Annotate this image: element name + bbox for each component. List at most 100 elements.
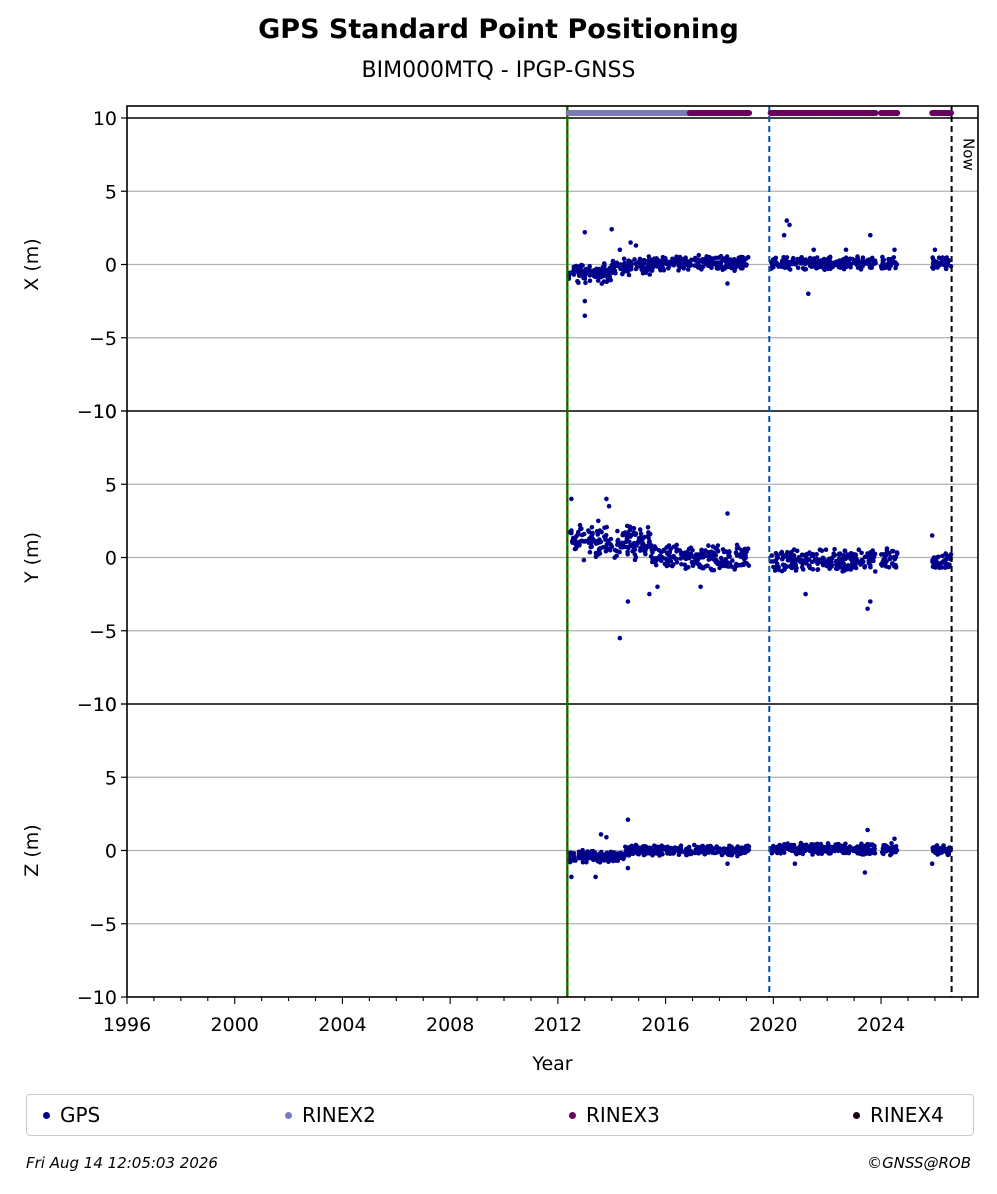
gps-point bbox=[683, 555, 688, 561]
gps-point bbox=[611, 850, 617, 855]
gps-point bbox=[810, 850, 815, 855]
gps-point bbox=[743, 263, 749, 268]
gps-point bbox=[638, 535, 643, 540]
x-tick-label: 2008 bbox=[426, 1014, 474, 1036]
y-axis-label: Z (m) bbox=[21, 824, 43, 876]
gps-point bbox=[708, 260, 714, 266]
gps-point bbox=[794, 548, 800, 554]
gps-point bbox=[837, 843, 843, 848]
gps-point bbox=[657, 853, 662, 858]
gps-outlier-point bbox=[787, 222, 792, 228]
gps-point bbox=[849, 566, 854, 572]
gps-point bbox=[848, 551, 854, 556]
legend-item-gps: GPS bbox=[43, 1103, 100, 1127]
gps-point bbox=[673, 556, 678, 561]
gps-point bbox=[814, 255, 820, 260]
gps-point bbox=[618, 544, 623, 550]
gps-point bbox=[602, 263, 607, 269]
x-tick-label: 2004 bbox=[318, 1014, 366, 1036]
gps-point bbox=[932, 850, 938, 855]
gps-point bbox=[663, 259, 669, 265]
gps-point bbox=[737, 849, 742, 854]
gps-point bbox=[858, 850, 864, 856]
panel-z bbox=[121, 703, 978, 998]
gps-point bbox=[728, 257, 733, 262]
gps-point bbox=[939, 565, 945, 570]
gps-point bbox=[837, 556, 843, 562]
gps-point bbox=[930, 265, 935, 270]
gps-point bbox=[931, 555, 937, 560]
gps-point bbox=[771, 847, 776, 852]
gps-point bbox=[626, 258, 631, 264]
gps-point bbox=[937, 260, 942, 266]
gps-point bbox=[643, 848, 649, 854]
gps-point bbox=[618, 855, 624, 860]
gps-point bbox=[889, 548, 895, 554]
y-tick-label: 10 bbox=[93, 694, 117, 716]
gps-point bbox=[579, 856, 585, 861]
gps-point bbox=[878, 561, 884, 567]
gps-point bbox=[587, 550, 593, 555]
gps-point bbox=[781, 553, 787, 558]
gps-outlier-point bbox=[792, 861, 798, 866]
legend-label-rinex4: RINEX4 bbox=[870, 1103, 944, 1127]
gps-point bbox=[841, 565, 847, 570]
gps-point bbox=[686, 261, 692, 267]
y-tick-label: −10 bbox=[77, 694, 117, 716]
gps-point bbox=[814, 552, 819, 557]
gps-point bbox=[618, 850, 623, 856]
gps-point bbox=[581, 557, 587, 563]
gps-point bbox=[606, 546, 611, 552]
gps-point bbox=[933, 259, 939, 265]
footer-timestamp: Fri Aug 14 12:05:03 2026 bbox=[26, 1154, 218, 1172]
gps-outlier-point bbox=[617, 635, 623, 641]
gps-point bbox=[829, 564, 834, 569]
gps-outlier-point bbox=[606, 503, 612, 509]
gps-point bbox=[836, 263, 841, 268]
gps-point bbox=[835, 848, 841, 854]
gps-point bbox=[888, 852, 893, 858]
gps-point bbox=[943, 565, 948, 570]
gps-point bbox=[633, 531, 639, 536]
gps-point bbox=[703, 564, 709, 569]
gps-point bbox=[635, 263, 640, 269]
gps-point bbox=[743, 551, 748, 557]
gps-point bbox=[730, 558, 735, 563]
gps-point bbox=[930, 564, 936, 570]
gps-point bbox=[632, 257, 637, 262]
gps-point bbox=[638, 545, 643, 551]
panel-y bbox=[121, 410, 978, 705]
gps-point bbox=[708, 552, 713, 557]
gps-point bbox=[646, 254, 652, 259]
gps-point bbox=[708, 566, 714, 572]
y-tick-label: 5 bbox=[105, 767, 117, 789]
gps-point bbox=[638, 531, 644, 536]
gps-point bbox=[713, 553, 719, 558]
gps-point bbox=[873, 569, 878, 574]
gps-point bbox=[618, 262, 623, 267]
gps-outlier-point bbox=[725, 281, 730, 286]
gps-point bbox=[887, 259, 893, 264]
legend-marker-rinex3 bbox=[569, 1111, 576, 1119]
gps-point bbox=[583, 280, 588, 286]
gps-point bbox=[868, 564, 873, 570]
gps-point bbox=[803, 257, 808, 262]
gps-point bbox=[642, 534, 647, 540]
gps-point bbox=[867, 848, 872, 854]
gps-point bbox=[593, 554, 599, 559]
gps-point bbox=[649, 268, 655, 273]
gps-point bbox=[881, 851, 886, 857]
gps-point bbox=[570, 535, 576, 541]
gps-outlier-point bbox=[725, 861, 730, 866]
gps-point bbox=[829, 848, 834, 854]
gps-point bbox=[816, 851, 821, 856]
gps-point bbox=[841, 553, 847, 558]
gps-point bbox=[739, 551, 744, 556]
gps-point bbox=[683, 566, 688, 571]
gps-outlier-point bbox=[843, 247, 849, 253]
gps-point bbox=[686, 546, 692, 552]
gps-point bbox=[804, 551, 810, 557]
x-tick-label: 2000 bbox=[211, 1014, 259, 1036]
gps-point bbox=[592, 850, 598, 855]
x-tick-label: 2012 bbox=[534, 1014, 582, 1036]
